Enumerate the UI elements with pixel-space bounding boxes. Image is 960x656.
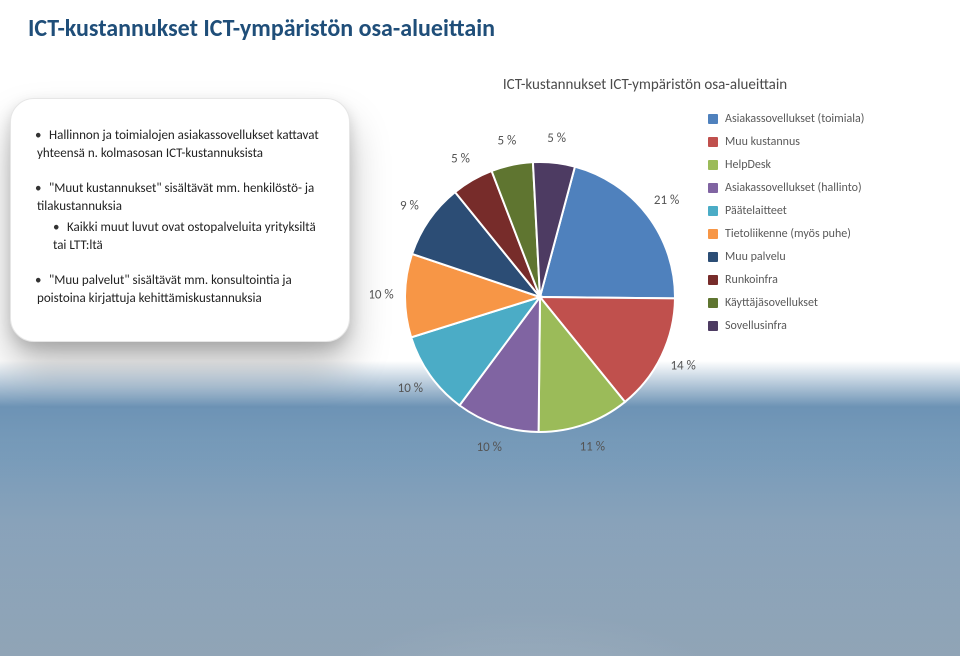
pie-chart-svg: 21 % 14 % 11 % 10 % 10 % 10 % 9 % 5 % 5 % 5 % [370,102,710,482]
info-list: Hallinnon ja toimialojen asiakassovelluk… [37,127,323,307]
legend-label: Käyttäjäsovellukset [725,296,818,310]
legend-item: Päätelaitteet [708,204,864,218]
pie-slice-label: 10 % [398,381,423,396]
pie-slice-label: 5 % [451,151,470,166]
legend-label: Päätelaitteet [725,204,787,218]
info-bullet-2: "Muut kustannukset" sisältävät mm. henki… [37,180,323,215]
legend-item: Sovellusinfra [708,319,864,333]
pie-slice-label: 11 % [580,439,605,454]
chart-area: ICT-kustannukset ICT-ympäristön osa-alue… [370,70,950,630]
info-bullet-2-sub: Kaikki muut luvut ovat ostopalveluita yr… [53,219,323,254]
pie-slice-label: 5 % [547,131,566,146]
legend-label: Muu palvelu [725,250,786,264]
legend-label: Tietoliikenne (myös puhe) [725,227,851,241]
legend-item: Asiakassovellukset (toimiala) [708,112,864,126]
legend-label: Runkoinfra [725,273,778,287]
pie-chart-box: 21 % 14 % 11 % 10 % 10 % 10 % 9 % 5 % 5 % 5 % [370,102,700,462]
info-bullet-1: Hallinnon ja toimialojen asiakassovelluk… [37,127,323,162]
legend-label: Asiakassovellukset (toimiala) [725,112,864,126]
legend-label: Muu kustannus [725,135,800,149]
legend-item: Käyttäjäsovellukset [708,296,864,310]
legend-item: HelpDesk [708,158,864,172]
pie-chart-title: ICT-kustannukset ICT-ympäristön osa-alue… [340,76,950,94]
legend-label: Sovellusinfra [725,319,787,333]
page-title: ICT-kustannukset ICT-ympäristön osa-alue… [28,14,495,43]
legend-label: Asiakassovellukset (hallinto) [725,181,862,195]
legend-item: Asiakassovellukset (hallinto) [708,181,864,195]
info-bullet-3: "Muu palvelut" sisältävät mm. konsultoin… [37,272,323,307]
pie-legend: Asiakassovellukset (toimiala) Muu kustann… [708,112,864,342]
pie-slice-label: 10 % [477,440,502,455]
legend-item: Runkoinfra [708,273,864,287]
content-row: Hallinnon ja toimialojen asiakassovelluk… [0,70,960,630]
pie-slice-label: 10 % [370,287,394,302]
legend-item: Muu palvelu [708,250,864,264]
legend-item: Tietoliikenne (myös puhe) [708,227,864,241]
info-card: Hallinnon ja toimialojen asiakassovelluk… [10,98,350,342]
chart-row: 21 % 14 % 11 % 10 % 10 % 10 % 9 % 5 % 5 % 5 % Asi… [370,102,950,462]
legend-item: Muu kustannus [708,135,864,149]
pie-slice-label: 9 % [400,198,419,213]
pie-slice-label: 5 % [498,134,517,149]
pie-slice-label: 21 % [654,193,679,208]
pie-slice-label: 14 % [670,358,695,373]
legend-label: HelpDesk [725,158,771,172]
